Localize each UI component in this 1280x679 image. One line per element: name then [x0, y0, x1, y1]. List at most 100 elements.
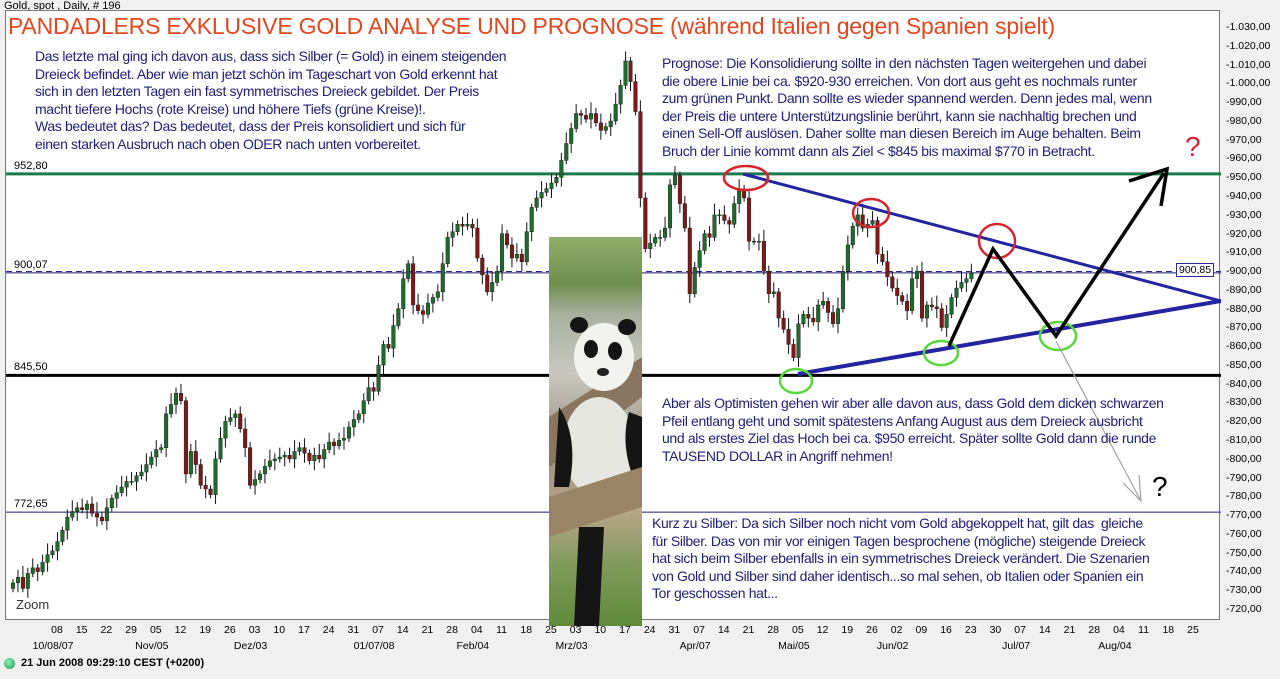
lower-high-circle — [977, 222, 1017, 260]
candle-body — [238, 413, 243, 430]
candle-body — [821, 301, 826, 306]
candle-body — [15, 577, 20, 584]
candle-body — [470, 224, 475, 229]
y-tick-label: -730,00 — [1226, 584, 1262, 597]
candle-body — [761, 240, 766, 272]
candle-body — [668, 184, 673, 229]
candle-body — [208, 488, 213, 495]
candle-body — [90, 503, 95, 514]
candle-body — [332, 441, 337, 446]
candle-body — [485, 274, 490, 293]
candle-body — [149, 456, 154, 465]
x-tick-label: 18 — [520, 624, 533, 636]
candle-body — [134, 475, 139, 482]
x-tick-label: 19 — [199, 624, 212, 636]
x-tick-label: 24 — [322, 624, 335, 636]
y-tick-label: -810,00 — [1226, 434, 1262, 447]
candle-body — [411, 263, 416, 306]
candle-body — [579, 113, 584, 116]
candle-body — [707, 233, 712, 238]
candle-body — [712, 214, 717, 238]
x-tick-label: 14 — [1038, 624, 1051, 636]
candle-body — [598, 122, 603, 131]
candle-body — [109, 498, 114, 508]
candle-body — [959, 282, 964, 289]
lower-high-circle — [851, 197, 891, 229]
y-tick-label: -800,00 — [1226, 452, 1262, 465]
level-label: 900,07 — [14, 258, 48, 271]
candle-body — [218, 438, 223, 460]
y-tick-label: -910,00 — [1226, 246, 1262, 259]
candle-body — [183, 400, 188, 475]
higher-low-circle — [1038, 320, 1078, 352]
candle-body — [430, 297, 435, 304]
triangle-upper-line — [742, 172, 1221, 303]
candle-body — [549, 182, 554, 189]
candle-body — [826, 301, 831, 313]
candle-body — [351, 419, 356, 428]
candle-body — [366, 387, 371, 401]
y-tick-label: -1.020,00 — [1226, 39, 1271, 52]
candle-body — [505, 233, 510, 246]
x-tick-label: 19 — [841, 624, 854, 636]
candle-body — [361, 400, 366, 415]
y-tick-label: -860,00 — [1226, 340, 1262, 353]
x-tick-label: 28 — [446, 624, 458, 636]
candle-body — [307, 453, 312, 462]
candle-body — [198, 464, 203, 486]
candle-body — [633, 81, 638, 112]
candle-body — [900, 295, 905, 302]
question-mark-up: ? — [1185, 131, 1201, 162]
y-tick-label: -780,00 — [1226, 490, 1262, 503]
y-tick-label: -960,00 — [1226, 152, 1262, 165]
candle-body — [613, 103, 618, 122]
candle-body — [519, 254, 524, 263]
y-tick-label: -770,00 — [1226, 509, 1262, 522]
y-tick-label: -930,00 — [1226, 208, 1262, 221]
x-tick-label: 11 — [1138, 624, 1150, 636]
candle-body — [460, 224, 465, 227]
candle-body — [60, 530, 65, 542]
candle-body — [915, 270, 920, 279]
candle-body — [747, 197, 752, 242]
status-time: 21 Jun 2008 09:29:10 CEST (+0200) — [21, 657, 205, 669]
candle-body — [129, 481, 134, 483]
x-tick-label: 15 — [75, 624, 88, 636]
candle-body — [954, 287, 959, 298]
forecast-arrow-head — [1128, 166, 1170, 207]
candle-body — [786, 329, 791, 345]
candle-body — [727, 220, 732, 225]
candle-body — [416, 304, 421, 311]
candle-body — [584, 115, 589, 120]
candle-body — [327, 441, 332, 450]
candle-body — [677, 175, 682, 204]
candle-body — [495, 270, 500, 283]
candle-body — [781, 317, 786, 330]
x-tick-label: 07 — [693, 624, 705, 636]
x-tick-label: 12 — [816, 624, 829, 636]
candle-body — [55, 541, 60, 552]
x-tick-label: 26 — [224, 624, 236, 636]
candle-body — [608, 120, 613, 127]
candle-body — [850, 225, 855, 246]
candle-body — [282, 454, 287, 458]
y-tick-label: -980,00 — [1226, 114, 1262, 127]
chart-plot-area[interactable]: Zoom — [5, 10, 1221, 626]
candle-body — [480, 257, 485, 276]
x-tick-label: 22 — [100, 624, 113, 636]
y-tick-label: -1.010,00 — [1226, 58, 1271, 71]
candle-body — [114, 492, 119, 499]
level-label: 952,80 — [14, 159, 48, 172]
candle-body — [139, 471, 144, 477]
chart-header: Gold, spot , Daily, # 196 — [4, 0, 121, 12]
candle-body — [742, 190, 747, 199]
y-tick-label: -900,00 — [1226, 265, 1262, 278]
candle-body — [559, 160, 564, 178]
panda-image — [549, 237, 642, 626]
x-tick-label: 25 — [545, 624, 557, 636]
candle-body — [65, 516, 70, 531]
y-tick-label: -750,00 — [1226, 546, 1262, 559]
candle-body — [969, 272, 974, 279]
candle-body — [253, 479, 258, 486]
x-tick-label: 12 — [174, 624, 187, 636]
